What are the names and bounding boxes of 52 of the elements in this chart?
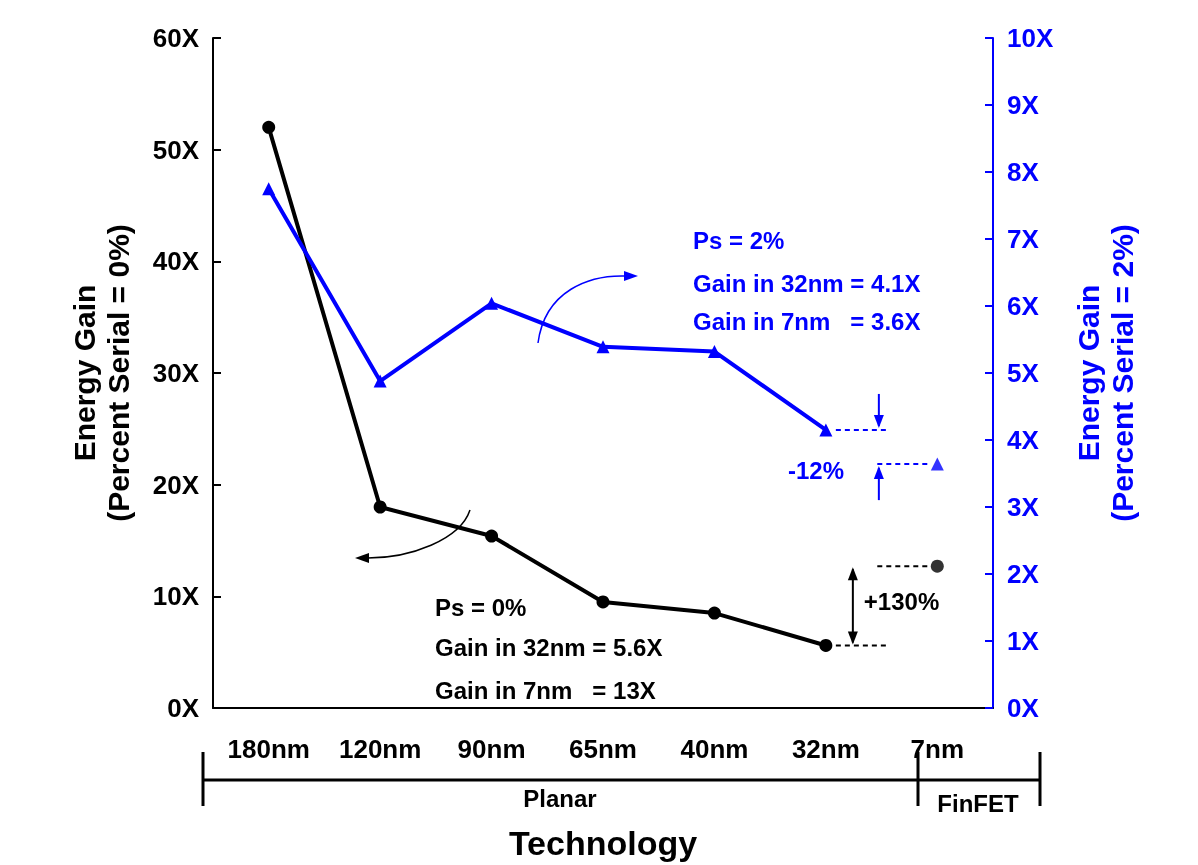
text: FinFET — [937, 789, 1019, 817]
point — [262, 182, 276, 196]
y-tick-label: 20X — [152, 469, 200, 500]
y2-tick-label: 4X — [1007, 425, 1040, 455]
point — [485, 529, 499, 543]
point — [596, 595, 610, 609]
x-axis-title: Technology — [508, 824, 698, 862]
y-axis-title: Energy Gain (Percent Serial = 0%) — [67, 224, 135, 522]
y2-tick-label: 2X — [1007, 559, 1040, 589]
annotation: Ps = 0% — [435, 593, 527, 621]
annotation: Gain in 7nm = 13X — [435, 676, 656, 704]
point — [373, 374, 387, 388]
x-tick-label: 90nm — [457, 734, 526, 764]
point — [707, 606, 721, 620]
annotation: +130% — [863, 587, 940, 615]
annotation: Gain in 7nm = 3.6X — [693, 307, 921, 335]
y2-tick-label: 0X — [1007, 693, 1040, 723]
y2-tick-label: 5X — [1007, 358, 1040, 388]
annotation: Gain in 32nm = 5.6X — [435, 633, 663, 661]
point — [819, 423, 833, 437]
x-tick-label: 7nm — [910, 734, 965, 764]
y-tick-label: 10X — [152, 581, 200, 612]
point — [373, 500, 387, 514]
y-tick-label: 0X — [167, 693, 200, 723]
text: Planar — [523, 784, 597, 812]
x-tick-label: 40nm — [680, 734, 749, 764]
y-tick-label: 50X — [152, 134, 200, 165]
annotation: Ps = 2% — [693, 226, 785, 254]
x-tick-label: 180nm — [227, 734, 310, 764]
point — [596, 340, 610, 354]
point — [707, 345, 721, 359]
annotation: -12% — [788, 456, 845, 484]
point — [485, 296, 499, 310]
point — [819, 638, 833, 652]
x-tick-label: 32nm — [791, 734, 860, 764]
x-tick-label: 120nm — [338, 734, 422, 764]
y2-tick-label: 9X — [1007, 90, 1040, 120]
point — [262, 120, 276, 134]
y2-tick-label: 6X — [1007, 291, 1040, 321]
x-tick-label: 65nm — [569, 734, 637, 764]
y2-tick-label: 3X — [1007, 492, 1040, 522]
y2-tick-label: 7X — [1007, 224, 1040, 254]
point — [930, 457, 944, 471]
y-tick-label: 60X — [152, 23, 200, 53]
annotation: Gain in 32nm = 4.1X — [693, 269, 921, 297]
point — [930, 559, 944, 573]
y2-tick-label: 8X — [1007, 157, 1040, 187]
y2-axis-title: Energy Gain (Percent Serial = 2%) — [1071, 224, 1139, 522]
y-tick-label: 40X — [152, 246, 200, 277]
y2-tick-label: 1X — [1007, 626, 1040, 656]
y2-tick-label: 10X — [1007, 23, 1054, 53]
y-tick-label: 30X — [152, 358, 200, 388]
